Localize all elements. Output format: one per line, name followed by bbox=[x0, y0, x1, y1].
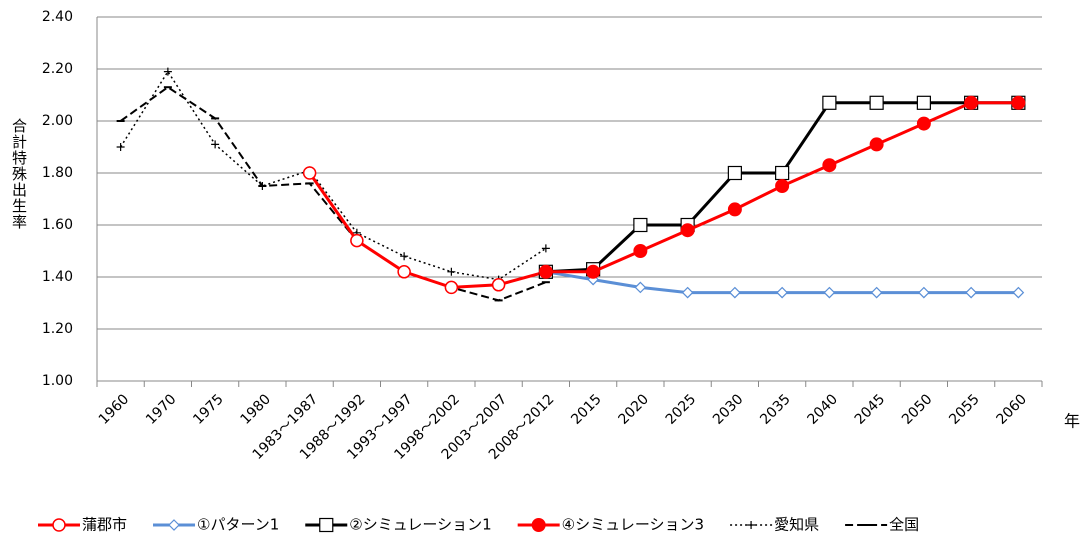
marker bbox=[400, 252, 409, 261]
marker bbox=[727, 202, 742, 217]
marker bbox=[586, 264, 601, 279]
y-tick-label: 2.40 bbox=[42, 9, 73, 25]
marker bbox=[965, 286, 977, 299]
legend-label: 愛知県 bbox=[774, 516, 819, 534]
marker bbox=[163, 67, 172, 76]
marker bbox=[916, 116, 931, 131]
marker bbox=[681, 286, 694, 299]
marker bbox=[491, 278, 506, 292]
marker bbox=[729, 286, 741, 299]
legend-marker bbox=[319, 517, 334, 533]
marker bbox=[211, 140, 220, 149]
marker bbox=[775, 179, 790, 193]
x-tick-label: 2045 bbox=[852, 391, 889, 428]
marker bbox=[869, 137, 884, 152]
legend-item: 愛知県 bbox=[730, 516, 819, 534]
marker bbox=[633, 244, 648, 258]
marker bbox=[727, 165, 742, 181]
marker bbox=[1011, 95, 1026, 110]
x-tick-label: 2015 bbox=[568, 391, 605, 428]
x-tick-label: 2025 bbox=[663, 391, 700, 428]
marker bbox=[916, 95, 931, 110]
marker bbox=[447, 267, 456, 276]
y-tick-label: 1.80 bbox=[42, 165, 73, 181]
y-tick-label: 1.60 bbox=[42, 217, 73, 233]
legend-marker bbox=[531, 518, 546, 532]
legend-item: ④シミュレーション3 bbox=[517, 516, 704, 534]
marker bbox=[870, 286, 883, 299]
series-line bbox=[308, 172, 547, 289]
marker bbox=[397, 265, 411, 279]
legend-item: 全国 bbox=[845, 516, 919, 534]
legend-marker bbox=[168, 519, 180, 531]
marker bbox=[541, 244, 550, 253]
y-tick-label: 1.00 bbox=[42, 373, 73, 389]
marker bbox=[822, 95, 837, 110]
x-tick-label: 2050 bbox=[899, 391, 936, 428]
legend-label: ②シミュレーション1 bbox=[349, 516, 491, 534]
legend-marker bbox=[747, 521, 756, 529]
legend-item: 蒲郡市 bbox=[38, 516, 127, 534]
series-line bbox=[120, 85, 547, 302]
legend-marker bbox=[52, 518, 66, 532]
y-tick-label: 2.20 bbox=[42, 61, 73, 77]
series bbox=[116, 67, 550, 284]
x-axis-label: 年 bbox=[1064, 412, 1080, 431]
marker bbox=[634, 281, 647, 294]
legend-label: ①パターン1 bbox=[197, 516, 279, 534]
x-tick-label: 2035 bbox=[757, 391, 794, 428]
x-tick-label: 2020 bbox=[616, 391, 653, 428]
marker bbox=[823, 286, 836, 299]
y-tick-label: 1.20 bbox=[42, 321, 73, 337]
x-tick-label: 2055 bbox=[946, 391, 983, 428]
marker bbox=[869, 95, 884, 110]
legend-label: ④シミュレーション3 bbox=[562, 516, 704, 534]
legend-item: ②シミュレーション1 bbox=[305, 516, 492, 534]
x-tick-label: 1970 bbox=[143, 391, 180, 428]
marker bbox=[964, 95, 979, 110]
x-tick-label: 1975 bbox=[190, 391, 227, 428]
x-tick-label: 2030 bbox=[710, 391, 747, 428]
marker bbox=[302, 166, 317, 180]
legend-label: 全国 bbox=[889, 516, 919, 534]
series bbox=[540, 265, 1025, 299]
marker bbox=[350, 233, 364, 248]
x-tick-label: 2060 bbox=[994, 391, 1031, 428]
marker bbox=[918, 286, 930, 299]
marker bbox=[116, 143, 125, 151]
series bbox=[302, 166, 553, 295]
series bbox=[538, 95, 1026, 279]
marker bbox=[633, 217, 648, 233]
y-tick-label: 2.00 bbox=[42, 113, 73, 129]
marker bbox=[775, 165, 790, 181]
y-axis-label: 合計特殊出生率 bbox=[10, 118, 28, 230]
x-tick-label: 2040 bbox=[805, 391, 842, 428]
marker bbox=[822, 158, 837, 173]
x-tick-label: 1980 bbox=[238, 391, 275, 428]
legend-label: 蒲郡市 bbox=[82, 516, 127, 534]
marker bbox=[444, 280, 459, 295]
marker bbox=[776, 286, 788, 299]
series bbox=[116, 85, 550, 302]
legend-item: ①パターン1 bbox=[153, 516, 279, 534]
marker bbox=[680, 223, 695, 238]
x-tick-label: 1960 bbox=[96, 391, 133, 428]
marker bbox=[1012, 286, 1025, 299]
series-line bbox=[119, 70, 547, 281]
y-tick-label: 1.40 bbox=[42, 269, 73, 285]
marker bbox=[538, 264, 553, 279]
